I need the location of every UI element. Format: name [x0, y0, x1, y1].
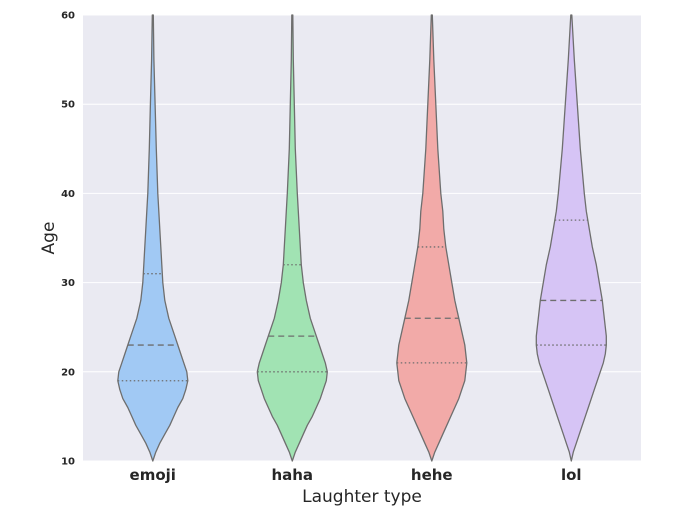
x-tick-label: hehe — [411, 466, 453, 484]
x-tick-label: lol — [561, 466, 582, 484]
x-tick-label: emoji — [130, 466, 176, 484]
y-tick-label: 30 — [61, 278, 75, 289]
violin-haha — [256, 14, 328, 462]
y-tick-label: 20 — [61, 367, 75, 378]
x-tick-labels: emoji haha hehe lol — [130, 466, 582, 484]
y-tick-label: 40 — [61, 189, 75, 200]
y-tick-label: 60 — [61, 11, 75, 22]
x-tick-label: haha — [271, 466, 313, 484]
violin-lol — [535, 14, 607, 462]
y-axis-label: Age — [39, 222, 59, 255]
y-tick-labels: 10 20 30 40 50 60 — [61, 11, 75, 468]
violin-hehe — [396, 14, 468, 462]
y-tick-label: 10 — [61, 457, 75, 468]
y-tick-label: 50 — [61, 100, 75, 111]
violin-emoji — [117, 14, 189, 462]
x-axis-label: Laughter type — [302, 487, 422, 507]
violins — [117, 14, 607, 462]
